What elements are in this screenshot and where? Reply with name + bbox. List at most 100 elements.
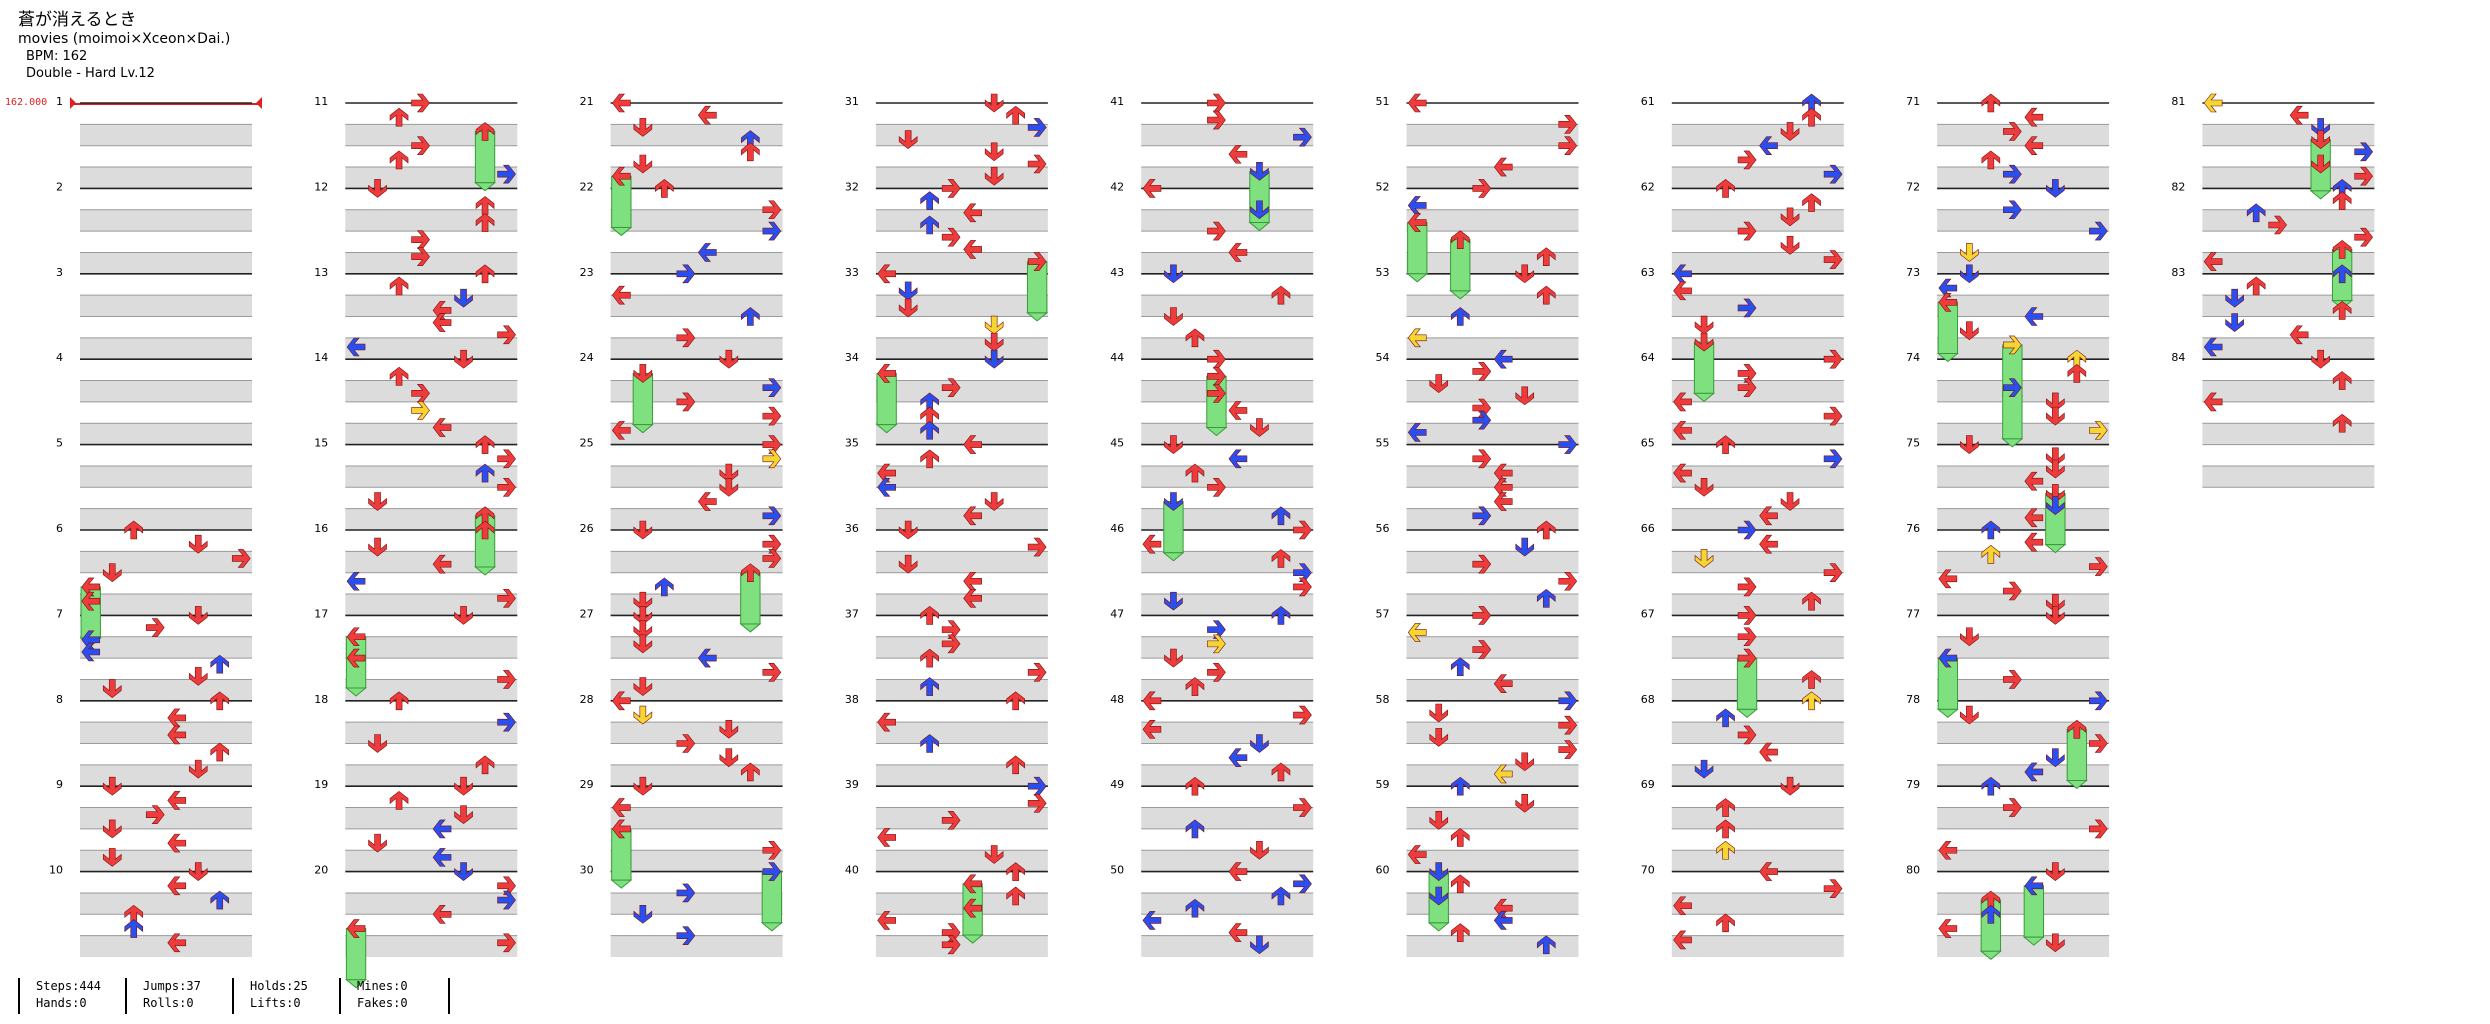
arrow-down-note bbox=[188, 862, 208, 881]
measure-number: 76 bbox=[1906, 522, 1920, 535]
beat-band bbox=[2202, 337, 2375, 360]
bpm-marker-end-tick bbox=[256, 97, 262, 109]
stat-mines: Mines:0 bbox=[357, 979, 408, 993]
arrow-down-note bbox=[188, 667, 208, 686]
measure-number: 82 bbox=[2171, 180, 2185, 193]
hold-tail bbox=[875, 424, 898, 434]
beat-band bbox=[80, 124, 252, 146]
beat-band bbox=[610, 337, 783, 360]
beat-band bbox=[875, 850, 1048, 872]
beat-band bbox=[345, 209, 518, 232]
measure-number: 29 bbox=[580, 778, 594, 791]
arrow-down-note bbox=[454, 776, 473, 796]
beat-band bbox=[610, 465, 783, 488]
beat-band bbox=[1141, 722, 1314, 744]
arrow-down-note bbox=[2046, 484, 2065, 503]
arrow-right-note bbox=[762, 663, 782, 682]
beat-band bbox=[1937, 935, 2110, 957]
measure-number: 28 bbox=[580, 693, 594, 706]
beat-band bbox=[1937, 295, 2110, 317]
step-chart-svg: 1234567891011121314151617181920212223242… bbox=[49, 93, 2375, 989]
arrow-right-note bbox=[941, 634, 961, 654]
arrow-left-note bbox=[1493, 764, 1513, 784]
arrow-up-note bbox=[920, 734, 939, 753]
beat-band bbox=[345, 295, 518, 317]
arrow-down-note bbox=[188, 534, 208, 554]
arrow-left-note bbox=[1228, 144, 1248, 164]
beat-band bbox=[1406, 679, 1579, 701]
beat-band bbox=[1141, 508, 1314, 530]
arrow-right-note bbox=[676, 734, 696, 753]
arrow-down-note bbox=[2046, 933, 2065, 953]
measure-number: 63 bbox=[1641, 266, 1655, 279]
arrow-right-note bbox=[1027, 793, 1047, 813]
arrow-right-note bbox=[1558, 115, 1578, 134]
arrow-left-note bbox=[1228, 862, 1248, 881]
beat-band bbox=[345, 935, 518, 957]
arrow-right-note bbox=[1207, 93, 1226, 113]
arrow-down-note bbox=[898, 298, 918, 318]
arrow-down-note bbox=[1515, 537, 1535, 557]
arrow-up-note bbox=[2332, 301, 2352, 320]
arrow-right-note bbox=[2354, 227, 2374, 247]
beat-band bbox=[1406, 380, 1579, 402]
beat-band bbox=[1406, 252, 1579, 274]
measure-number: 20 bbox=[314, 864, 328, 877]
arrow-left-note bbox=[2024, 508, 2044, 528]
arrow-down-note bbox=[188, 606, 208, 625]
arrow-up-note bbox=[1981, 520, 2001, 540]
arrow-up-note bbox=[1981, 93, 2001, 113]
arrow-right-note bbox=[1207, 110, 1226, 130]
arrow-down-note bbox=[1694, 759, 1714, 779]
stat-jumps: Jumps:37 bbox=[143, 979, 201, 993]
arrow-right-note bbox=[1293, 798, 1312, 817]
beat-band bbox=[80, 252, 252, 274]
arrow-down-note bbox=[454, 862, 473, 881]
hold-tail bbox=[473, 566, 497, 576]
arrow-right-note bbox=[762, 549, 782, 568]
arrow-right-note bbox=[1823, 449, 1843, 469]
hold-tail bbox=[473, 182, 497, 192]
arrow-right-note bbox=[1472, 410, 1492, 430]
arrow-right-note bbox=[1823, 563, 1843, 583]
hold-tail bbox=[2022, 936, 2045, 946]
arrow-down-note bbox=[1429, 728, 1449, 747]
beat-band bbox=[345, 124, 518, 146]
arrow-right-note bbox=[1737, 725, 1757, 745]
arrow-down-note bbox=[1164, 591, 1183, 611]
arrow-right-note bbox=[411, 93, 430, 113]
arrow-left-note bbox=[877, 712, 896, 732]
arrow-right-note bbox=[2089, 221, 2108, 241]
arrow-left-note bbox=[81, 642, 101, 662]
hold-tail bbox=[1406, 273, 1429, 283]
arrow-left-note bbox=[167, 791, 187, 810]
arrow-right-note bbox=[1293, 705, 1312, 725]
arrow-left-note bbox=[2024, 762, 2044, 782]
beat-band bbox=[610, 935, 783, 957]
beat-band bbox=[2202, 465, 2375, 488]
arrow-up-note bbox=[475, 264, 495, 284]
arrow-down-note bbox=[633, 520, 653, 540]
hold-tail bbox=[2044, 544, 2067, 554]
arrow-left-note bbox=[2203, 392, 2223, 412]
arrow-left-note bbox=[2024, 471, 2044, 491]
arrow-up-note bbox=[655, 577, 674, 597]
beat-band bbox=[2202, 380, 2375, 402]
arrow-up-note bbox=[389, 691, 409, 711]
arrow-up-note bbox=[1716, 179, 1735, 198]
arrow-up-note bbox=[1450, 923, 1470, 942]
beat-band bbox=[875, 594, 1048, 616]
measure-number: 37 bbox=[845, 607, 859, 620]
measure-number: 73 bbox=[1906, 266, 1920, 279]
beat-band bbox=[80, 764, 252, 787]
arrow-down-note bbox=[633, 776, 653, 796]
arrow-down-note bbox=[719, 719, 739, 739]
arrow-down-note bbox=[984, 315, 1004, 335]
beat-band bbox=[1937, 380, 2110, 402]
song-title: 蒼が消えるとき bbox=[18, 10, 137, 30]
arrow-down-note bbox=[2046, 179, 2065, 198]
measure-number: 4 bbox=[56, 351, 63, 364]
arrow-down-note bbox=[633, 634, 653, 654]
arrow-down-note bbox=[1694, 549, 1714, 568]
beat-band bbox=[1671, 167, 1844, 189]
